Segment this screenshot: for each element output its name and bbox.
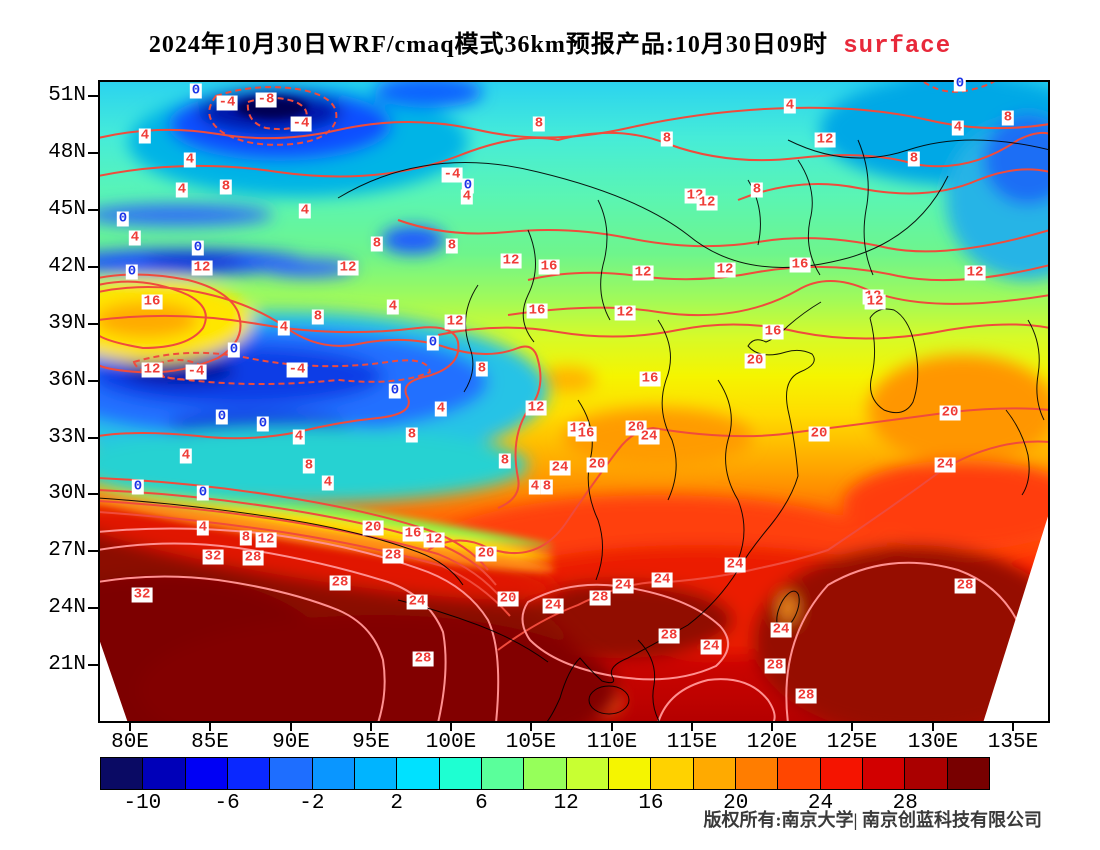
lon-tick-label: 90E xyxy=(272,731,310,754)
title-main: 2024年10月30日WRF/cmaq模式36km预报产品:10月30日09时 xyxy=(148,32,828,58)
lon-tick-label: 100E xyxy=(425,731,477,754)
colorbar-scale-value: 28 xyxy=(892,792,918,815)
lat-tick-label: 24N xyxy=(48,596,86,619)
colorbar-cell xyxy=(481,758,525,789)
lat-tick-mark xyxy=(88,493,98,495)
colorbar-cell xyxy=(397,758,440,789)
colorbar-scale-value: 16 xyxy=(638,792,664,815)
lat-tick-label: 42N xyxy=(48,255,86,278)
lon-tick-mark xyxy=(129,723,131,731)
lon-tick-label: 115E xyxy=(666,731,718,754)
projection-wedge-left xyxy=(100,641,128,721)
colorbar-scale-value: -2 xyxy=(299,792,325,815)
colorbar-cell xyxy=(905,758,948,789)
cold-core-navy xyxy=(236,97,308,119)
colorbar-scale-value: 6 xyxy=(475,792,488,815)
lat-tick-mark xyxy=(88,664,98,666)
colorbar-cell xyxy=(270,758,313,789)
lon-tick-mark xyxy=(290,723,292,731)
lon-tick-mark xyxy=(209,723,211,731)
lat-tick-mark xyxy=(88,380,98,382)
lat-tick-mark xyxy=(88,607,98,609)
himalaya-border xyxy=(100,497,464,586)
lat-tick-mark xyxy=(88,437,98,439)
colorbar-cell xyxy=(312,758,355,789)
temperature-cold-blobs xyxy=(100,82,1048,503)
lat-tick-label: 39N xyxy=(48,312,86,335)
colorbar-scale-value: 12 xyxy=(553,792,579,815)
colorbar-cell xyxy=(143,758,186,789)
colorbar-cell xyxy=(820,758,863,789)
lat-tick-mark xyxy=(88,152,98,154)
colorbar-cell xyxy=(566,758,609,789)
lat-tick-label: 51N xyxy=(48,84,86,107)
lon-tick-mark xyxy=(1012,723,1014,731)
lon-tick-label: 120E xyxy=(746,731,798,754)
lon-tick-mark xyxy=(851,723,853,731)
lat-tick-label: 48N xyxy=(48,141,86,164)
lon-tick-mark xyxy=(450,723,452,731)
map-plot-area xyxy=(98,80,1050,723)
mongolia-border xyxy=(337,161,949,268)
lat-tick-label: 27N xyxy=(48,539,86,562)
lat-tick-mark xyxy=(88,323,98,325)
lon-tick-mark xyxy=(370,723,372,731)
lat-tick-mark xyxy=(88,209,98,211)
copyright-text: 版权所有:南京大学| 南京创蓝科技有限公司 xyxy=(703,810,1042,830)
hainan-island xyxy=(588,685,630,715)
lon-tick-mark xyxy=(611,723,613,731)
colorbar-scale-value: -6 xyxy=(214,792,240,815)
colorbar-cell xyxy=(778,758,821,789)
colorbar-scale-value: 20 xyxy=(723,792,749,815)
japan-coast-2 xyxy=(1005,409,1030,496)
colorbar-cell xyxy=(524,758,567,789)
colorbar-cell xyxy=(862,758,906,789)
colorbar-cell xyxy=(101,758,144,789)
lat-tick-label: 36N xyxy=(48,369,86,392)
lat-tick-mark xyxy=(88,550,98,552)
colorbar-scale-value: -10 xyxy=(123,792,162,815)
colorbar-cell xyxy=(947,758,989,789)
colorbar-scale-value: 24 xyxy=(807,792,834,815)
lat-tick-mark xyxy=(88,95,98,97)
lon-tick-mark xyxy=(771,723,773,731)
temperature-field-svg xyxy=(100,82,1048,721)
colorbar-cell xyxy=(439,758,482,789)
title-surface-tag: surface xyxy=(827,33,952,60)
lon-tick-mark xyxy=(932,723,934,731)
lat-tick-label: 33N xyxy=(48,426,86,449)
lon-tick-label: 130E xyxy=(907,731,959,754)
colorbar-cell xyxy=(354,758,398,789)
lat-tick-mark xyxy=(88,266,98,268)
lon-tick-label: 110E xyxy=(586,731,638,754)
lon-tick-label: 80E xyxy=(111,731,149,754)
lon-tick-label: 105E xyxy=(505,731,557,754)
japan-coast-1 xyxy=(1027,319,1045,421)
page-title: 2024年10月30日WRF/cmaq模式36km预报产品:10月30日09时 … xyxy=(0,24,1100,60)
colorbar-cell xyxy=(651,758,694,789)
lon-tick-label: 135E xyxy=(987,731,1039,754)
korea-peninsula xyxy=(869,308,919,414)
colorbar-cell xyxy=(693,758,736,789)
lat-tick-label: 21N xyxy=(48,653,86,676)
lon-tick-label: 85E xyxy=(191,731,229,754)
lat-tick-label: 45N xyxy=(48,198,86,221)
colorbar-cell xyxy=(608,758,652,789)
russia-border xyxy=(787,139,1048,159)
colorbar-scale-value: 2 xyxy=(390,792,403,815)
lon-tick-label: 95E xyxy=(352,731,390,754)
lat-tick-label: 30N xyxy=(48,482,86,505)
colorbar-cell xyxy=(227,758,271,789)
colorbar-cell xyxy=(185,758,228,789)
lon-tick-mark xyxy=(530,723,532,731)
temperature-colorbar xyxy=(100,757,990,790)
china-coastline xyxy=(546,301,822,721)
colorbar-scale-labels: -10 -6 -2 2 6 12 16 20 24 28 xyxy=(100,792,990,818)
lon-tick-mark xyxy=(691,723,693,731)
colorbar-cell xyxy=(735,758,779,789)
lon-tick-label: 125E xyxy=(826,731,878,754)
